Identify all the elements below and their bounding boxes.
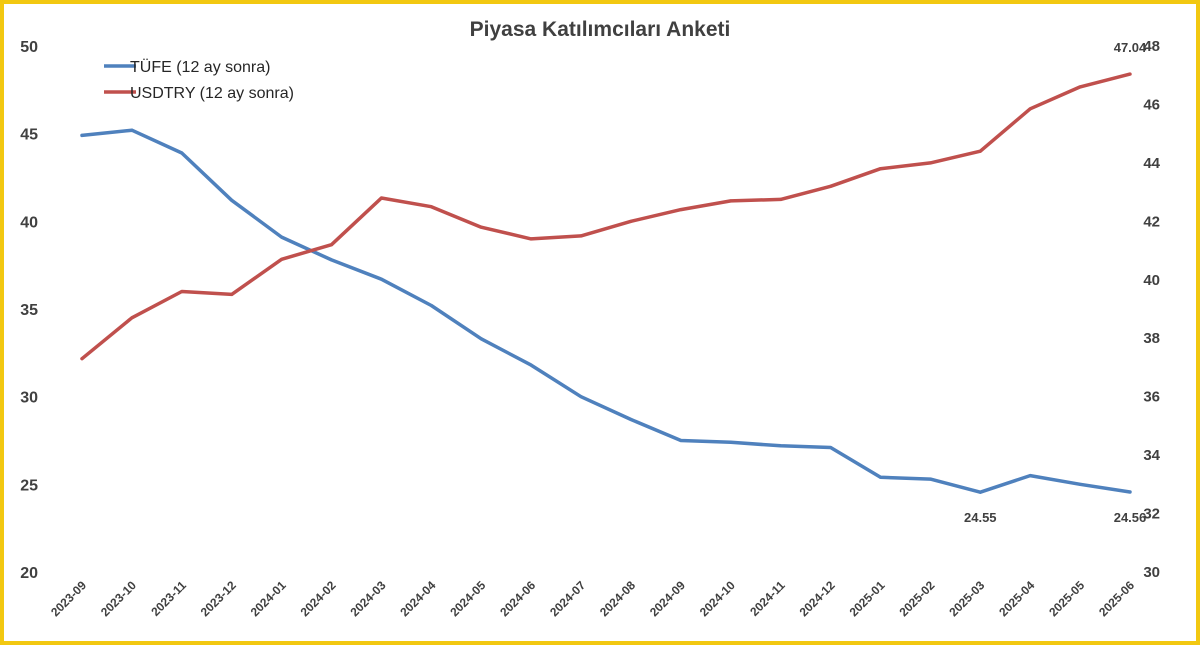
x-tick-label: 2024-05 <box>447 578 488 619</box>
x-tick-label: 2023-09 <box>48 578 89 619</box>
x-tick-label: 2025-03 <box>946 578 987 619</box>
data-label: 24.55 <box>964 510 997 525</box>
data-point <box>180 289 184 293</box>
x-tick-label: 2024-04 <box>397 578 438 619</box>
right-tick-label: 36 <box>1143 389 1160 406</box>
left-tick-label: 35 <box>20 302 38 319</box>
data-point <box>679 439 683 442</box>
data-point <box>928 477 932 481</box>
data-point <box>280 235 284 239</box>
chart-title: Piyasa Katılımcıları Anketi <box>470 18 731 41</box>
x-tick-label: 2023-11 <box>148 578 189 619</box>
data-point <box>1028 107 1032 111</box>
data-point <box>579 395 583 399</box>
data-point <box>779 444 783 448</box>
data-point <box>429 205 433 209</box>
data-point <box>330 258 334 262</box>
data-point <box>379 277 383 281</box>
x-tick-label: 2023-12 <box>198 578 239 619</box>
series-layer <box>80 72 1132 494</box>
data-point <box>230 198 234 202</box>
x-tick-label: 2024-07 <box>547 578 588 619</box>
left-tick-label: 30 <box>20 390 38 407</box>
x-tick-label: 2024-11 <box>747 578 788 619</box>
left-tick-label: 20 <box>20 565 38 582</box>
right-tick-label: 34 <box>1143 447 1160 464</box>
line-chart: Piyasa Katılımcıları Anketi 20 25 30 35 40 45… <box>20 18 1160 619</box>
right-tick-label: 38 <box>1143 330 1160 347</box>
legend-label-usdtry: USDTRY (12 ay sonra) <box>130 85 294 102</box>
data-point <box>1128 72 1132 76</box>
left-tick-label: 40 <box>20 214 38 231</box>
x-tick-label: 2024-08 <box>597 578 638 619</box>
data-point <box>230 292 234 296</box>
right-axis: 30 32 34 36 38 40 42 44 46 48 <box>1143 38 1160 581</box>
data-point <box>729 199 733 203</box>
data-labels: 24.55 24.56 47.04 <box>964 40 1147 525</box>
data-point <box>629 219 633 223</box>
data-point <box>80 133 84 137</box>
right-tick-label: 48 <box>1143 38 1160 55</box>
right-tick-label: 40 <box>1143 272 1160 289</box>
data-point <box>928 161 932 165</box>
x-tick-label: 2024-02 <box>298 578 339 619</box>
data-point <box>579 234 583 238</box>
data-point <box>1128 490 1132 494</box>
x-tick-label: 2023-10 <box>98 578 139 619</box>
data-point <box>280 257 284 261</box>
x-tick-label: 2025-01 <box>847 578 888 619</box>
x-tick-label: 2024-10 <box>697 578 738 619</box>
data-point <box>529 237 533 241</box>
data-point <box>1028 474 1032 478</box>
data-label: 47.04 <box>1114 40 1147 55</box>
left-tick-label: 50 <box>20 39 38 56</box>
left-tick-label: 45 <box>20 127 38 144</box>
series-line-tufe <box>80 128 1132 494</box>
data-point <box>729 440 733 444</box>
x-tick-label: 2025-02 <box>896 578 937 619</box>
data-point <box>878 475 882 479</box>
x-axis: 2023-09 2023-10 2023-11 2023-12 2024-01 2024-… <box>48 578 1137 619</box>
data-point <box>130 316 134 320</box>
x-tick-label: 2024-01 <box>248 578 289 619</box>
legend: TÜFE (12 ay sonra) USDTRY (12 ay sonra) <box>104 58 294 102</box>
x-tick-label: 2025-06 <box>1096 578 1137 619</box>
data-point <box>1078 85 1082 89</box>
data-point <box>330 243 334 247</box>
data-point <box>479 225 483 229</box>
data-point <box>529 363 533 367</box>
data-point <box>829 184 833 188</box>
x-tick-label: 2024-12 <box>797 578 838 619</box>
x-tick-label: 2025-04 <box>996 578 1037 619</box>
data-point <box>130 128 134 132</box>
data-point <box>429 303 433 307</box>
right-tick-label: 44 <box>1143 155 1160 172</box>
x-tick-label: 2024-06 <box>497 578 538 619</box>
right-tick-label: 30 <box>1143 564 1160 581</box>
left-axis: 20 25 30 35 40 45 50 <box>20 39 38 582</box>
data-point <box>1078 482 1082 486</box>
data-point <box>379 196 383 200</box>
data-label: 24.56 <box>1114 510 1147 525</box>
data-point <box>829 446 833 450</box>
data-point <box>80 357 84 361</box>
data-point <box>479 337 483 341</box>
data-point <box>978 490 982 494</box>
data-point <box>679 208 683 212</box>
x-tick-label: 2024-03 <box>348 578 389 619</box>
left-tick-label: 25 <box>20 477 38 494</box>
data-point <box>978 149 982 153</box>
x-tick-label: 2025-05 <box>1046 578 1087 619</box>
legend-label-tufe: TÜFE (12 ay sonra) <box>130 58 270 76</box>
right-tick-label: 32 <box>1143 506 1160 523</box>
right-tick-label: 46 <box>1143 96 1160 113</box>
data-point <box>180 151 184 155</box>
x-tick-label: 2024-09 <box>647 578 688 619</box>
series-line-usdtry <box>80 72 1132 361</box>
data-point <box>878 167 882 171</box>
data-point <box>779 197 783 201</box>
right-tick-label: 42 <box>1143 213 1160 230</box>
data-point <box>629 417 633 421</box>
